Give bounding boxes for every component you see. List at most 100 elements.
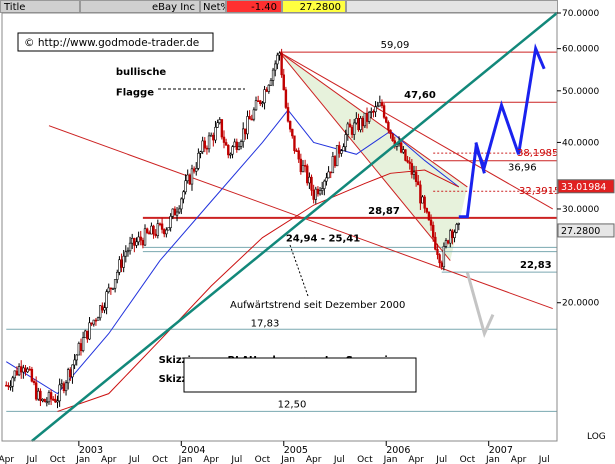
level-label: 28,87: [368, 206, 400, 217]
candle-body: [227, 144, 230, 156]
candle-body: [316, 188, 320, 195]
candle-body: [45, 401, 49, 404]
candle-body: [186, 174, 189, 182]
candle-body: [295, 150, 298, 152]
candle-body: [250, 118, 253, 121]
y-tick-label: 70.0000: [562, 9, 599, 19]
candle-body: [90, 322, 93, 325]
candle-body: [427, 211, 431, 221]
candle-body: [333, 156, 337, 167]
candle-body: [131, 237, 134, 244]
x-month-label: Oct: [152, 455, 168, 464]
candle-body: [412, 171, 416, 175]
candle-body: [148, 232, 151, 235]
candle-body: [340, 150, 343, 154]
candle-body: [274, 63, 277, 71]
x-month-label: Jul: [128, 455, 140, 464]
candle-body: [88, 322, 91, 340]
candle-body: [30, 368, 34, 382]
candle-body: [237, 145, 241, 150]
candle-body: [73, 359, 76, 366]
level-label: 32,3915: [519, 186, 560, 197]
candle-body: [325, 177, 328, 182]
x-month-label: Apr: [306, 455, 322, 464]
candle-body: [58, 384, 61, 402]
candle-body: [438, 254, 441, 264]
candle-body: [417, 181, 420, 186]
candle-body: [150, 225, 153, 235]
level-label: 17,83: [251, 318, 280, 329]
candle-body: [212, 134, 215, 141]
watermark-box: [17, 32, 214, 52]
candle-body: [406, 160, 409, 163]
candle-body: [218, 119, 221, 124]
candle-body: [299, 158, 303, 173]
moving-average-short: [6, 109, 460, 395]
candle-body: [156, 223, 160, 236]
candle-body: [192, 168, 196, 172]
level-label: 38,1985: [517, 148, 558, 159]
candle-body: [303, 165, 307, 167]
x-month-label: Oct: [255, 455, 271, 464]
candle-body: [54, 398, 57, 403]
candle-body: [13, 370, 17, 379]
candle-body: [280, 52, 283, 76]
candle-body: [402, 149, 405, 153]
candle-body: [39, 390, 42, 402]
candle-body: [175, 211, 179, 216]
candle-body: [188, 174, 192, 185]
candle-body: [7, 385, 10, 387]
candle-body: [26, 368, 29, 373]
x-year-label: 2005: [284, 445, 308, 456]
candle-body: [60, 383, 63, 386]
candle-body: [408, 161, 411, 164]
candle-body: [434, 236, 437, 250]
candle-body: [69, 369, 72, 378]
candle-body: [248, 116, 251, 120]
candle-body: [327, 171, 330, 179]
candle-body: [318, 190, 322, 195]
scenario-grau: [465, 272, 495, 339]
x-year-label: 2007: [489, 445, 513, 456]
candle-body: [128, 242, 132, 252]
candle-body: [5, 384, 8, 387]
candle-body: [389, 129, 392, 135]
candle-body: [382, 105, 386, 118]
candle-body: [79, 343, 83, 352]
candle-body: [24, 367, 27, 373]
candle-body: [276, 54, 279, 65]
candle-body: [399, 142, 403, 153]
candle-body: [306, 165, 309, 184]
candle-body: [387, 122, 390, 131]
x-month-label: Jan: [280, 455, 295, 464]
candle-body: [107, 287, 110, 292]
candle-body: [423, 196, 426, 209]
candle-body: [252, 109, 256, 120]
candle-body: [363, 112, 367, 127]
x-month-label: Jul: [333, 455, 345, 464]
candle-body: [453, 231, 456, 238]
candle-body: [113, 279, 117, 289]
candle-body: [141, 239, 145, 246]
candle-body: [442, 245, 446, 268]
candle-body: [425, 207, 428, 213]
x-month-label: Jan: [383, 455, 398, 464]
candle-body: [414, 171, 418, 182]
candle-body: [350, 126, 354, 135]
x-month-label: Apr: [408, 455, 424, 464]
candle-body: [449, 230, 452, 244]
candle-body: [101, 305, 104, 311]
candle-body: [17, 366, 21, 376]
annotation-text: bullische: [116, 67, 167, 78]
candle-body: [37, 390, 40, 400]
y-tick-label: 50.0000: [562, 87, 599, 97]
candle-body: [214, 126, 217, 141]
candle-body: [169, 215, 172, 228]
candle-body: [209, 134, 213, 137]
candle-body: [421, 196, 424, 204]
x-month-label: Jul: [25, 455, 37, 464]
candle-body: [180, 198, 183, 210]
candle-body: [374, 106, 377, 113]
candle-body: [96, 317, 100, 321]
